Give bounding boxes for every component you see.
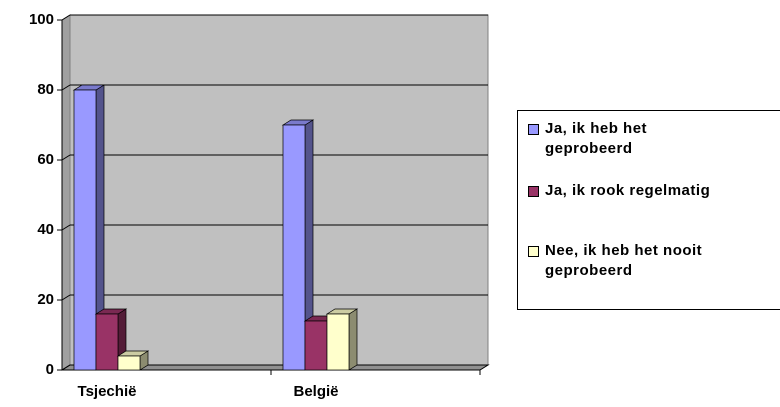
bar xyxy=(304,320,328,371)
y-tick-label: 40 xyxy=(37,221,54,238)
bar xyxy=(326,313,350,371)
bar xyxy=(117,355,141,371)
x-tick-label: België xyxy=(293,383,338,400)
bar-side xyxy=(348,308,358,371)
x-tick-label: Tsjechië xyxy=(78,383,137,400)
grid-line-side xyxy=(61,14,71,21)
legend: Ja, ik heb het geprobeerd Ja, ik rook reg… xyxy=(517,110,780,310)
legend-item: Nee, ik heb het nooit geprobeerd xyxy=(528,241,715,281)
grid-line-side xyxy=(61,364,71,371)
grid-line-side xyxy=(61,84,71,91)
legend-label: Nee, ik heb het nooit geprobeerd xyxy=(545,242,703,279)
chart: 0 20 40 60 80 100 Tsjechië België xyxy=(29,11,490,400)
grid-line-side xyxy=(61,154,71,161)
y-tick-label: 80 xyxy=(37,81,54,98)
y-tick-label: 60 xyxy=(37,151,54,168)
grid-line-side xyxy=(61,294,71,301)
legend-label: Ja, ik rook regelmatig xyxy=(545,182,711,199)
legend-swatch xyxy=(528,246,539,257)
bar xyxy=(282,124,306,371)
legend-item: Ja, ik heb het geprobeerd xyxy=(528,119,715,159)
y-tick-label: 100 xyxy=(29,11,54,28)
legend-label: Ja, ik heb het geprobeerd xyxy=(545,120,648,157)
y-tick-label: 0 xyxy=(46,361,54,378)
legend-swatch xyxy=(528,186,539,197)
y-tick-label: 20 xyxy=(37,291,54,308)
legend-swatch xyxy=(528,124,539,135)
legend-item: Ja, ik rook regelmatig xyxy=(528,181,715,201)
grid-line-side xyxy=(61,224,71,231)
side-wall xyxy=(61,14,71,371)
bar xyxy=(95,313,119,371)
bar xyxy=(73,89,97,371)
back-wall xyxy=(69,14,489,366)
